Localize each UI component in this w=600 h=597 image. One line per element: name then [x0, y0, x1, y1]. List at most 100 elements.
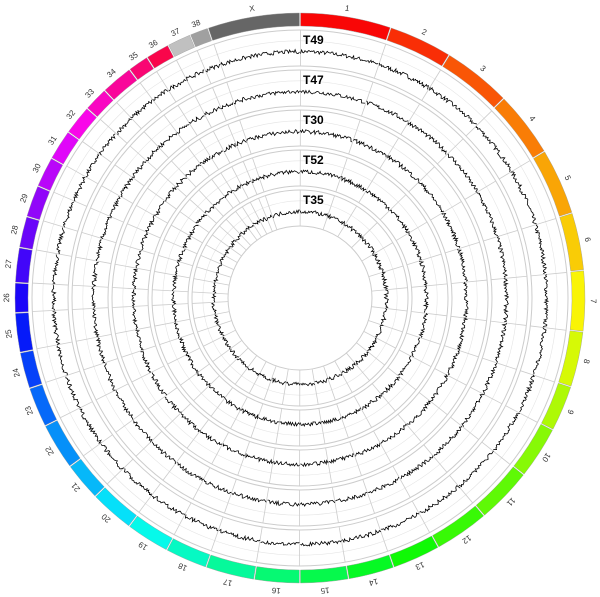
- signal-trace: [457, 248, 469, 282]
- signal-trace: [300, 459, 329, 468]
- chromosome-divider: [311, 368, 319, 405]
- chromosome-divider: [193, 278, 230, 286]
- chromosome-divider: [167, 347, 200, 365]
- signal-trace: [233, 89, 300, 105]
- chromosome-divider: [258, 198, 273, 232]
- chromosome-divider: [237, 441, 250, 476]
- signal-trace: [180, 413, 201, 433]
- chromosome-divider: [226, 81, 239, 117]
- signal-trace: [240, 408, 259, 420]
- signal-trace: [236, 358, 248, 368]
- chromosome-band: [494, 98, 545, 158]
- chromosome-divider: [242, 161, 258, 195]
- signal-trace: [185, 354, 199, 373]
- chromosome-divider: [351, 222, 378, 248]
- signal-trace: [235, 233, 241, 241]
- chromosome-divider: [219, 225, 247, 251]
- signal-trace: [223, 143, 236, 153]
- signal-trace: [502, 278, 510, 323]
- signal-trace: [92, 308, 100, 338]
- chromosome-band: [68, 108, 97, 140]
- chromosome-divider: [127, 223, 161, 239]
- chromosome-divider: [156, 71, 177, 103]
- signal-trace: [286, 381, 301, 386]
- chromosome-divider: [268, 447, 276, 484]
- chromosome-label: 8: [581, 358, 591, 365]
- chromosome-divider: [437, 138, 464, 165]
- chromosome-divider: [397, 413, 422, 443]
- signal-trace: [314, 377, 328, 385]
- chromosome-divider: [530, 272, 567, 277]
- signal-trace: [352, 139, 387, 158]
- chromosome-divider: [262, 487, 270, 524]
- signal-trace: [176, 248, 186, 263]
- chromosome-divider: [322, 195, 335, 230]
- chromosome-divider: [227, 124, 243, 158]
- signal-trace: [381, 272, 389, 290]
- signal-trace: [140, 351, 151, 374]
- signal-trace: [174, 261, 180, 276]
- signal-trace: [223, 247, 230, 256]
- signal-trace: [135, 250, 142, 269]
- track-border: [227, 225, 373, 371]
- chromosome-divider: [318, 408, 326, 444]
- chromosome-divider: [75, 256, 112, 264]
- chromosome-divider: [241, 206, 262, 238]
- signal-trace: [219, 528, 261, 543]
- chromosome-divider: [450, 315, 487, 322]
- chromosome-divider: [465, 110, 493, 137]
- signal-trace: [267, 214, 273, 220]
- chromosome-label: 15: [320, 585, 330, 595]
- signal-trace: [299, 210, 328, 217]
- signal-trace: [51, 311, 61, 346]
- chromosome-label: 4: [527, 114, 537, 123]
- chromosome-divider: [338, 526, 346, 563]
- chromosome-divider: [199, 138, 220, 170]
- chromosome-divider: [387, 367, 417, 391]
- chromosome-divider: [430, 201, 462, 221]
- chromosome-divider: [83, 434, 113, 457]
- signal-trace: [389, 209, 410, 233]
- chromosome-divider: [325, 447, 333, 484]
- chromosome-divider: [121, 345, 156, 358]
- signal-trace: [367, 476, 400, 494]
- signal-trace: [145, 147, 159, 162]
- chromosome-divider: [187, 146, 210, 177]
- chromosome-divider: [212, 234, 242, 257]
- signal-trace: [185, 164, 202, 177]
- chromosome-divider: [411, 500, 431, 533]
- signal-trace: [447, 350, 460, 376]
- signal-trace: [361, 237, 375, 255]
- signal-trace: [211, 150, 224, 159]
- signal-trace: [406, 400, 432, 425]
- signal-trace: [213, 314, 220, 326]
- signal-trace: [109, 196, 121, 218]
- chromosome-divider: [192, 301, 229, 304]
- chromosome-divider: [368, 320, 403, 333]
- chromosome-divider: [163, 114, 186, 145]
- chromosome-label: 21: [69, 480, 82, 493]
- chromosome-label: 22: [43, 444, 56, 457]
- chromosome-divider: [72, 307, 109, 310]
- chromosome-divider: [406, 332, 441, 345]
- chromosome-divider: [210, 516, 224, 551]
- signal-trace: [224, 190, 233, 199]
- signal-trace: [212, 282, 217, 294]
- chromosome-divider: [164, 403, 191, 429]
- chromosome-divider: [392, 465, 411, 498]
- signal-trace: [224, 398, 241, 411]
- chromosome-divider: [371, 287, 408, 292]
- chromosome-divider: [399, 349, 432, 368]
- signal-trace: [195, 214, 207, 224]
- signal-trace: [272, 377, 287, 386]
- chromosome-divider: [490, 320, 527, 326]
- chromosome-divider: [112, 305, 149, 308]
- chromosome-divider: [230, 396, 248, 429]
- chromosome-divider: [346, 352, 370, 381]
- chromosome-divider: [193, 311, 230, 319]
- chromosome-band: [95, 487, 137, 527]
- signal-trace: [173, 322, 180, 339]
- chromosome-label: 36: [147, 38, 160, 51]
- chromosome-divider: [139, 82, 162, 113]
